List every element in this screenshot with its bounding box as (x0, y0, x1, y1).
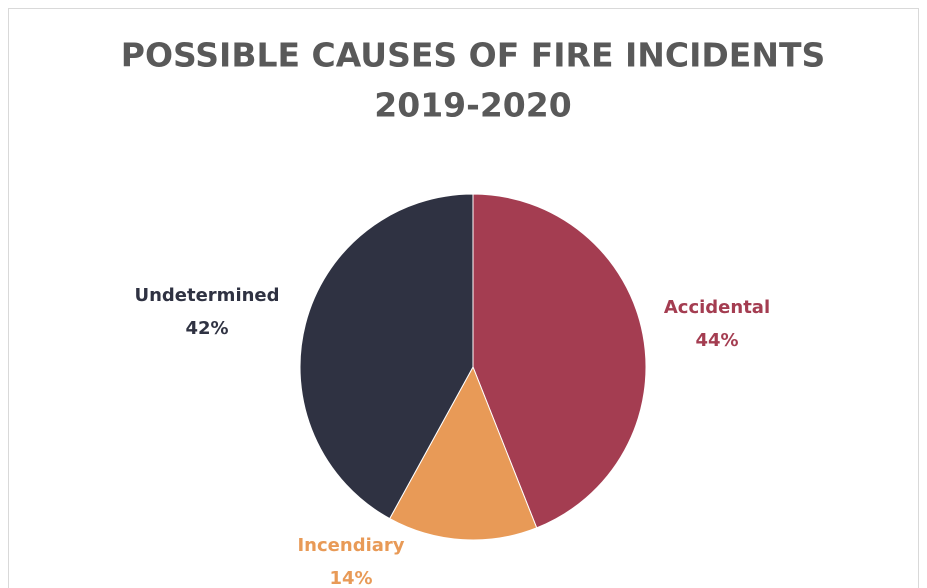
slice-value-label: 14% (329, 568, 372, 588)
slice-category-label: Accidental (664, 297, 770, 318)
chart-title: 2019-2020 (374, 86, 571, 125)
pie-slice (299, 193, 474, 520)
pie-slice (472, 193, 647, 529)
pie-slice (388, 365, 538, 541)
chart-title: POSSIBLE CAUSES OF FIRE INCIDENTS (121, 36, 825, 75)
slice-value-label: 44% (695, 330, 738, 351)
slice-category-label: Incendiary (297, 535, 404, 556)
slice-category-label: Undetermined (134, 285, 279, 306)
slice-value-label: 42% (185, 318, 228, 339)
